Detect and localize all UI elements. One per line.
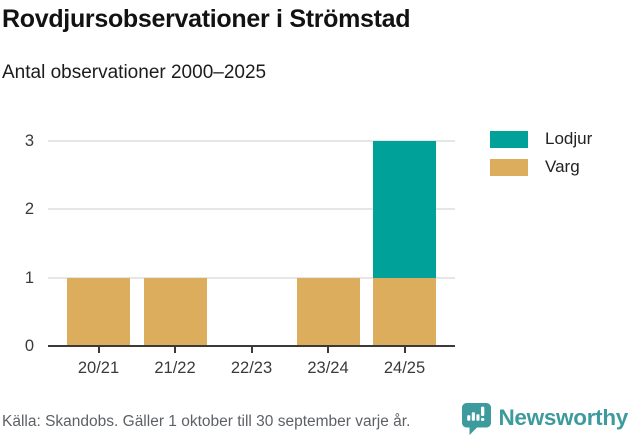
x-axis-label: 20/21: [77, 359, 120, 377]
x-tick-24-25: [403, 347, 406, 354]
bar-segment-varg-21-22: [143, 277, 207, 346]
chart-title: Rovdjursobservationer i Strömstad: [2, 5, 411, 33]
legend-item-varg: Varg: [490, 157, 592, 177]
chart-footer: Källa: Skandobs. Gäller 1 oktober till 3…: [2, 401, 628, 435]
gridline-y2: [48, 208, 455, 211]
x-tick-21-22: [174, 347, 176, 354]
gridline-y3: [48, 140, 455, 142]
legend-item-lodjur: Lodjur: [490, 129, 592, 149]
x-tick-20-21: [97, 347, 100, 354]
legend-label: Lodjur: [545, 129, 593, 148]
source-note: Källa: Skandobs. Gäller 1 oktober till 3…: [2, 413, 411, 430]
newsworthy-logo: Newsworthy: [461, 402, 628, 435]
x-axis-label: 21/22: [154, 359, 196, 377]
y-axis-label: 2: [24, 200, 34, 219]
x-tick-23-24: [327, 347, 329, 354]
chart-subtitle: Antal observationer 2000–2025: [2, 62, 267, 83]
legend-swatch-varg: [490, 158, 528, 176]
y-axis-label: 3: [24, 132, 34, 150]
x-axis-label: 22/23: [230, 359, 273, 377]
bar-segment-varg-23-24: [296, 277, 360, 346]
x-axis-label: 23/24: [307, 359, 349, 377]
newsworthy-wordmark: Newsworthy: [498, 405, 628, 430]
y-axis-label: 1: [24, 268, 34, 287]
x-axis-line: [48, 345, 455, 348]
bar-segment-varg-20-21: [67, 277, 130, 346]
x-tick-22-23: [250, 347, 253, 354]
gridline-y1: [48, 276, 455, 279]
y-axis-label: 0: [24, 337, 34, 355]
x-axis-label: 24/25: [383, 359, 426, 377]
legend-swatch-lodjur: [490, 130, 528, 148]
legend-label: Varg: [545, 157, 580, 176]
bar-segment-lodjur-24-25: [373, 141, 436, 278]
newsworthy-badge-icon: [462, 402, 492, 435]
chart-legend: Lodjur Varg: [490, 129, 592, 185]
bar-segment-varg-24-25: [373, 277, 436, 346]
